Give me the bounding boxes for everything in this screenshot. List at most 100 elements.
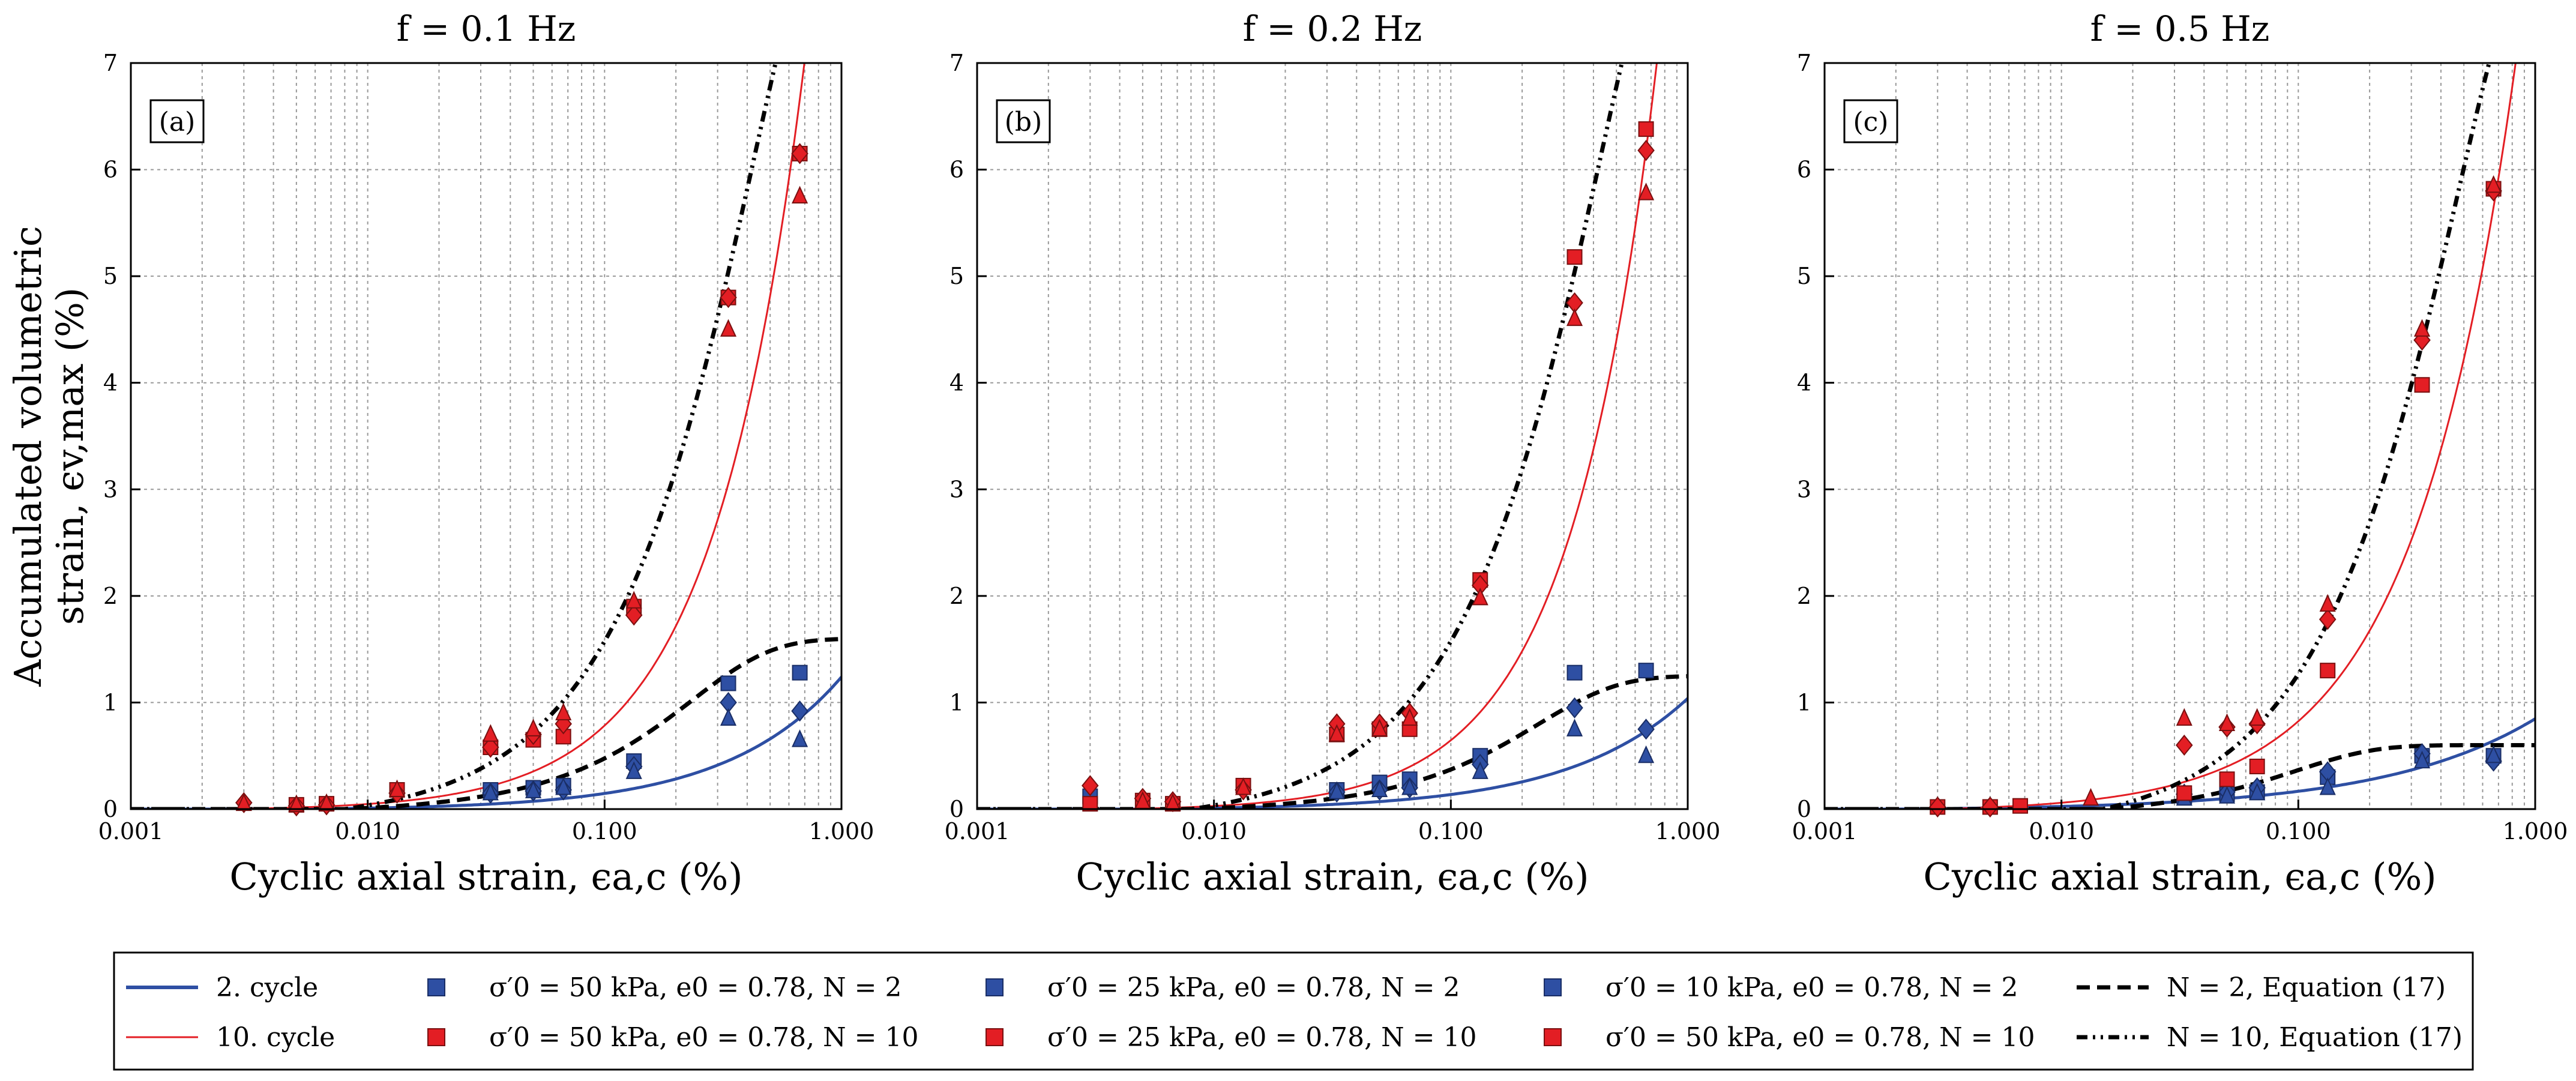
panel-a: 0.001 0.010 0.100 1.000 0 1 2 3 4 5 6 7 (a) f = 0.1 H… bbox=[98, 8, 874, 899]
legend-square-red-50kpa bbox=[427, 1028, 445, 1046]
y-tick-label: 5 bbox=[949, 263, 964, 289]
data-point-triangle bbox=[625, 761, 642, 779]
data-point-diamond bbox=[791, 700, 808, 722]
data-point-triangle bbox=[2485, 175, 2502, 193]
legend-square-red-25kpa bbox=[986, 1028, 1004, 1046]
data-point-triangle bbox=[525, 780, 542, 798]
panel-b: 0.001 0.010 0.100 1.000 0 1 2 3 4 5 6 7 (b) f = 0.2 H… bbox=[945, 8, 1721, 899]
data-point-diamond bbox=[1082, 775, 1099, 796]
y-tick-label: 0 bbox=[1797, 796, 1811, 822]
legend-label-10-cycle: 10. cycle bbox=[216, 1022, 335, 1053]
data-point-triangle bbox=[288, 794, 305, 812]
x-tick-label: 0.001 bbox=[945, 818, 1010, 845]
data-point-diamond bbox=[1637, 140, 1655, 161]
data-point-triangle bbox=[1328, 724, 1345, 742]
data-point-triangle bbox=[1164, 793, 1181, 812]
data-point-triangle bbox=[318, 793, 335, 812]
data-point-triangle bbox=[1371, 718, 1388, 736]
data-point-triangle bbox=[2413, 750, 2431, 769]
data-point-triangle bbox=[2319, 777, 2336, 795]
data-point-triangle bbox=[1371, 779, 1388, 798]
data-point-triangle bbox=[2485, 745, 2502, 763]
panel-label-box bbox=[996, 99, 1051, 143]
panel-label-box bbox=[149, 99, 205, 143]
data-point-square bbox=[1638, 663, 1654, 679]
y-tick-label: 1 bbox=[949, 689, 964, 715]
data-point-diamond bbox=[1929, 796, 1946, 818]
y-tick-label: 3 bbox=[1797, 476, 1811, 502]
x-tick-label: 0.001 bbox=[98, 818, 164, 845]
panel-c: 0.001 0.010 0.100 1.000 0 1 2 3 4 5 6 7 (c) f = 0.5 H… bbox=[1792, 8, 2568, 899]
data-point-triangle bbox=[482, 724, 499, 742]
curve-2-cycle bbox=[131, 676, 841, 809]
y-tick-label: 6 bbox=[949, 157, 964, 183]
y-tick-label: 7 bbox=[103, 50, 118, 76]
data-point-triangle bbox=[2249, 782, 2266, 801]
data-point-diamond bbox=[625, 604, 643, 626]
y-tick-label: 2 bbox=[103, 583, 118, 609]
panel-label-box bbox=[1843, 99, 1898, 143]
y-tick-label: 4 bbox=[949, 370, 964, 396]
data-point-diamond bbox=[2176, 734, 2193, 756]
data-point-diamond bbox=[1637, 718, 1655, 740]
panel-title: f = 0.2 Hz bbox=[1243, 8, 1422, 49]
y-tick-label: 6 bbox=[1797, 157, 1811, 183]
panel-title: f = 0.5 Hz bbox=[2090, 8, 2270, 49]
legend-label-50kpa-n10: σ′0 = 50 kPa, e0 = 0.78, N = 10 bbox=[489, 1022, 918, 1053]
y-tick-label: 4 bbox=[1797, 370, 1811, 396]
legend-label-50kpa-n10-b: σ′0 = 50 kPa, e0 = 0.78, N = 10 bbox=[1605, 1022, 2035, 1053]
data-point-triangle bbox=[555, 702, 572, 721]
data-point-triangle bbox=[2413, 319, 2431, 337]
y-tick-label: 7 bbox=[1797, 50, 1811, 76]
panel-title: f = 0.1 Hz bbox=[397, 8, 576, 49]
data-point-triangle bbox=[525, 718, 542, 736]
data-point-triangle bbox=[388, 779, 406, 798]
data-point-diamond bbox=[482, 736, 499, 758]
x-tick-label: 0.100 bbox=[2266, 818, 2331, 845]
plot-area bbox=[131, 63, 841, 809]
legend-square-blue-10kpa bbox=[1544, 978, 1562, 996]
data-point-triangle bbox=[2218, 786, 2236, 804]
data-point-triangle bbox=[1401, 777, 1418, 795]
x-tick-label: 0.001 bbox=[1792, 818, 1858, 845]
y-tick-label: 5 bbox=[103, 263, 118, 289]
y-tick-label: 5 bbox=[1797, 263, 1811, 289]
panel-label: (b) bbox=[1005, 107, 1043, 137]
data-point-square bbox=[2414, 377, 2430, 393]
data-point-triangle bbox=[792, 185, 808, 203]
x-axis-label: Cyclic axial strain, ϵa,c (%) bbox=[1076, 855, 1589, 899]
data-point-triangle bbox=[1472, 761, 1488, 779]
legend-label-25kpa-n2: σ′0 = 25 kPa, e0 = 0.78, N = 2 bbox=[1047, 972, 1460, 1003]
data-point-square bbox=[2249, 758, 2265, 774]
data-point-triangle bbox=[555, 777, 572, 795]
y-tick-label: 0 bbox=[103, 796, 118, 822]
data-point-square bbox=[1566, 249, 1583, 265]
data-point-triangle bbox=[625, 591, 642, 609]
legend-frame bbox=[113, 951, 2474, 1071]
y-tick-label: 3 bbox=[103, 476, 118, 502]
data-point-square bbox=[720, 675, 736, 691]
data-point-triangle bbox=[720, 319, 737, 337]
data-point-triangle bbox=[1328, 781, 1345, 799]
data-point-diamond bbox=[791, 143, 808, 164]
data-point-triangle bbox=[482, 782, 499, 801]
panel-label: (c) bbox=[1853, 107, 1889, 137]
data-point-triangle bbox=[235, 793, 252, 812]
x-tick-label: 1.000 bbox=[809, 818, 874, 845]
data-point-triangle bbox=[1401, 708, 1418, 726]
legend: 2. cycle 10. cycle σ′0 = 50 kPa, e0 = 0.… bbox=[113, 951, 2474, 1071]
data-point-triangle bbox=[792, 729, 808, 747]
curve-n-10-equation-17 bbox=[1825, 63, 2491, 809]
x-tick-label: 1.000 bbox=[2503, 818, 2568, 845]
y-tick-label: 2 bbox=[949, 583, 964, 609]
plot-area bbox=[977, 63, 1688, 809]
panel-label: (a) bbox=[159, 107, 196, 137]
x-tick-label: 0.100 bbox=[1418, 818, 1484, 845]
y-tick-label: 1 bbox=[103, 689, 118, 715]
legend-label-25kpa-n10: σ′0 = 25 kPa, e0 = 0.78, N = 10 bbox=[1047, 1022, 1476, 1053]
y-tick-label: 7 bbox=[949, 50, 964, 76]
data-point-square bbox=[792, 664, 808, 681]
data-point-triangle bbox=[2082, 787, 2099, 806]
legend-square-red-50kpa-b bbox=[1544, 1028, 1562, 1046]
